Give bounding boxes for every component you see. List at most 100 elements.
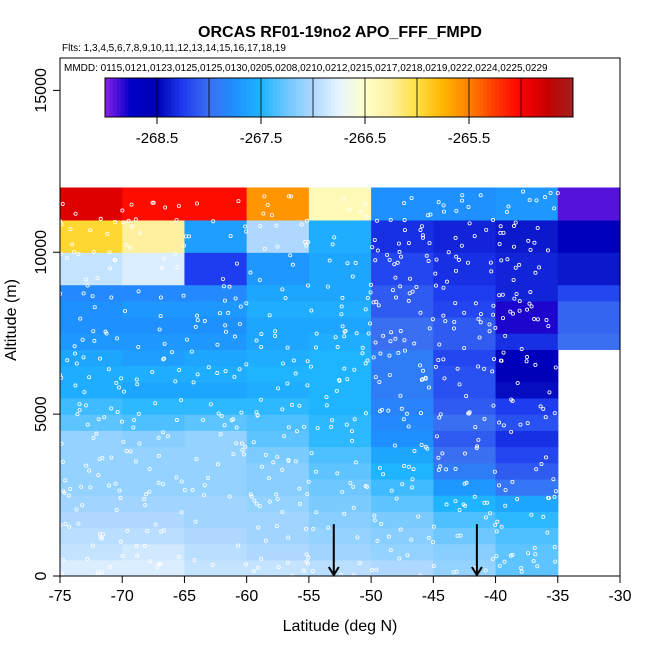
sample-point <box>517 262 522 267</box>
sample-point <box>402 338 407 343</box>
sample-point <box>147 466 152 471</box>
sample-point <box>61 558 66 563</box>
sample-point <box>393 275 398 280</box>
sample-point <box>484 227 489 232</box>
heatmap-cell <box>495 495 559 512</box>
sample-point <box>340 295 345 300</box>
sample-point <box>411 467 416 472</box>
colorbar-swatch <box>362 78 367 117</box>
colorbar-swatch <box>183 78 188 117</box>
sample-point <box>100 570 105 575</box>
heatmap-cell <box>433 252 497 270</box>
sample-point <box>462 451 467 456</box>
heatmap-cell <box>60 527 123 545</box>
sample-point <box>240 448 245 453</box>
colorbar-swatch <box>541 78 547 117</box>
colorbar-swatch <box>417 78 422 117</box>
sample-point <box>441 357 446 362</box>
sample-point <box>124 242 129 247</box>
heatmap-cell <box>246 495 310 512</box>
colorbar-swatch <box>405 78 410 117</box>
sample-point <box>88 228 93 233</box>
sample-point <box>519 566 524 571</box>
sample-point <box>366 331 371 336</box>
sample-point <box>229 418 234 423</box>
colorbar-swatch <box>553 78 558 117</box>
colorbar-swatch <box>502 78 508 117</box>
colorbar-swatch <box>432 78 437 117</box>
sample-point <box>248 492 253 497</box>
sample-point <box>390 288 395 293</box>
sample-point <box>273 329 278 334</box>
sample-point <box>426 535 431 540</box>
sample-point <box>427 241 432 246</box>
sample-point <box>410 485 415 490</box>
sample-point <box>217 311 222 316</box>
sample-point <box>120 553 125 558</box>
sample-point <box>97 457 102 462</box>
sample-point <box>263 538 268 543</box>
sample-point <box>419 224 424 229</box>
sample-point <box>66 493 71 498</box>
sample-point <box>398 329 403 334</box>
sample-point <box>142 543 147 548</box>
sample-point <box>174 217 179 222</box>
sample-point <box>467 221 472 226</box>
colorbar-swatch <box>105 78 110 117</box>
heatmap-cell <box>495 397 559 415</box>
sample-point <box>162 256 167 261</box>
sample-point <box>454 254 459 259</box>
sample-point <box>153 522 158 527</box>
sample-point <box>348 480 353 485</box>
heatmap-cell <box>60 252 123 270</box>
sample-point <box>327 258 332 263</box>
sample-point <box>191 380 196 385</box>
colorbar-swatch <box>350 78 356 117</box>
colorbar-swatch <box>155 78 161 117</box>
sample-point <box>424 253 429 258</box>
heatmap-cell <box>495 381 559 399</box>
sample-point <box>239 441 244 446</box>
colorbar-frame <box>104 77 574 118</box>
sample-point <box>150 200 155 205</box>
heatmap-cell <box>246 462 310 480</box>
y-axis-label: Altitude (m) <box>3 279 20 361</box>
sample-point <box>374 567 379 572</box>
heatmap-cell <box>184 219 248 237</box>
colorbar-swatch <box>237 78 242 117</box>
sample-point <box>286 425 291 430</box>
sample-point <box>357 560 362 565</box>
sample-point <box>304 243 309 248</box>
heatmap-cell <box>495 284 559 302</box>
sample-point <box>182 488 187 493</box>
sample-point <box>398 284 403 289</box>
sample-point <box>500 316 505 321</box>
sample-point <box>269 213 274 218</box>
heatmap-cell <box>433 478 497 496</box>
colorbar-swatch <box>108 78 114 117</box>
heatmap-cell <box>246 527 310 545</box>
heatmap-cell <box>122 543 186 561</box>
sample-point <box>299 222 304 227</box>
sample-point <box>501 423 506 428</box>
x-tick-label: -60 <box>235 588 258 605</box>
sample-point <box>81 291 86 296</box>
sample-point <box>508 309 513 314</box>
sample-point <box>478 193 483 198</box>
sample-point <box>117 488 122 493</box>
sample-point <box>501 230 506 235</box>
sample-point <box>201 492 206 497</box>
sample-point <box>211 219 216 224</box>
sample-point <box>462 310 467 315</box>
sample-point <box>545 248 550 253</box>
sample-point <box>291 358 296 363</box>
sample-point <box>186 234 191 239</box>
heatmap-cell <box>557 317 621 334</box>
sample-point <box>115 409 120 414</box>
heatmap-cell <box>60 236 123 253</box>
sample-point <box>194 457 199 462</box>
sample-point <box>406 464 411 469</box>
colorbar-swatch <box>303 78 309 117</box>
sample-point <box>305 218 310 223</box>
sample-point <box>476 364 481 369</box>
